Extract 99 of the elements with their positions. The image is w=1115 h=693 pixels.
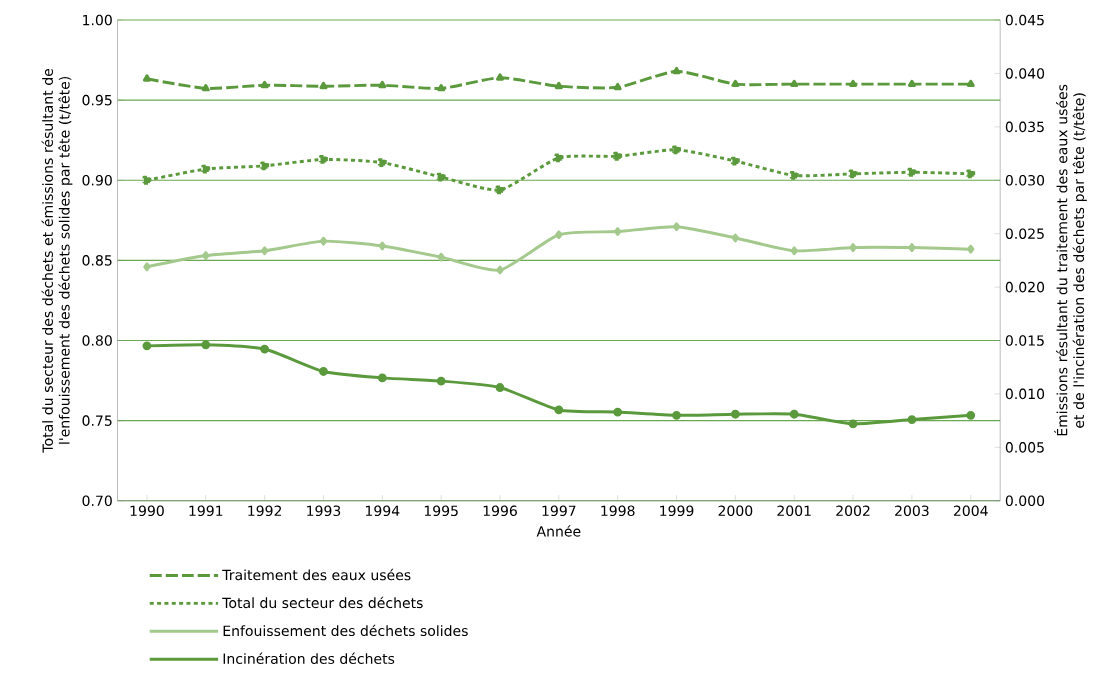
- y-tick-label: 0.90: [82, 174, 112, 186]
- point: [260, 344, 270, 354]
- point: [496, 265, 504, 275]
- point: [437, 83, 446, 92]
- point: [613, 407, 623, 417]
- x-tick-label: 1991: [189, 505, 223, 517]
- point: [966, 169, 976, 179]
- y2-tick-label: 0.015: [1005, 335, 1044, 346]
- x-tick-label: 1999: [660, 505, 694, 517]
- point: [789, 409, 799, 419]
- point: [319, 367, 328, 376]
- point: [319, 155, 328, 164]
- point: [790, 246, 798, 256]
- y-tick-label: 0.80: [82, 335, 112, 346]
- x-tick-label: 1998: [601, 505, 635, 517]
- x-tick-label: 1997: [542, 505, 576, 517]
- x-tick-label: 2003: [895, 505, 929, 517]
- point: [260, 246, 269, 256]
- point: [260, 80, 269, 89]
- point: [554, 81, 563, 90]
- point: [378, 80, 387, 89]
- point: [143, 262, 151, 272]
- x-tick-label: 1990: [130, 505, 164, 517]
- y-tick-label: 0.95: [82, 94, 112, 106]
- point: [907, 79, 916, 88]
- point: [260, 161, 270, 171]
- legend-label: Total du secteur des déchets: [222, 596, 423, 609]
- point: [142, 74, 151, 82]
- point: [731, 233, 740, 243]
- point: [495, 383, 505, 392]
- point: [201, 164, 211, 174]
- y-axis-title: Total du secteur des déchets et émissions résultant de l'enfouissement des déchets solides par tête (t/tête): [41, 68, 73, 453]
- y2-tick-label: 0.025: [1005, 228, 1044, 239]
- x-tick-label: 2001: [777, 505, 811, 517]
- point: [319, 236, 328, 246]
- point: [613, 82, 622, 91]
- y2-tick-label: 0.020: [1005, 281, 1045, 293]
- point: [672, 222, 681, 232]
- point: [908, 243, 916, 252]
- x-tick-label: 1996: [483, 505, 517, 517]
- point: [849, 79, 858, 88]
- point: [848, 169, 858, 179]
- y2-tick-label: 0.040: [1005, 68, 1045, 79]
- point: [436, 376, 446, 386]
- point: [377, 158, 387, 168]
- point: [966, 79, 975, 88]
- y2-tick-label: 0.000: [1005, 495, 1045, 507]
- y-tick-label: 0.70: [82, 495, 112, 507]
- legend-label: Enfouissement des déchets solides: [223, 624, 468, 637]
- point: [672, 410, 681, 420]
- y2-tick-label: 0.045: [1005, 14, 1044, 26]
- point: [555, 230, 563, 240]
- point: [672, 145, 681, 155]
- legend-label: Traitement des eaux usées: [222, 568, 411, 581]
- point: [730, 156, 740, 166]
- point: [554, 153, 564, 163]
- x-tick-label: 1994: [365, 505, 400, 517]
- x-tick-label: 2000: [718, 505, 753, 517]
- point: [201, 83, 210, 92]
- x-tick-label: 1993: [307, 505, 341, 517]
- point: [495, 185, 505, 195]
- point: [730, 409, 740, 419]
- point: [967, 244, 975, 254]
- x-tick-label: 2002: [836, 505, 870, 517]
- point: [849, 243, 857, 252]
- x-axis-title: Année: [536, 525, 581, 537]
- point: [142, 175, 152, 185]
- point: [201, 340, 211, 350]
- legend-label: Incinération des déchets: [223, 652, 395, 664]
- point: [907, 167, 917, 177]
- point: [437, 252, 445, 262]
- point: [672, 66, 681, 75]
- point: [966, 410, 976, 420]
- y2-axis-title: Émissions résultant du traitement des eaux usées et de l'incinération des déchets par tête (t/tête): [1054, 84, 1087, 436]
- y2-tick-label: 0.035: [1005, 121, 1044, 133]
- point: [613, 151, 623, 161]
- point: [377, 373, 387, 383]
- y2-tick-label: 0.005: [1005, 442, 1044, 453]
- x-tick-label: 2004: [953, 505, 988, 517]
- point: [907, 415, 917, 424]
- x-tick-label: 1992: [248, 505, 282, 517]
- point: [495, 73, 505, 81]
- point: [554, 405, 564, 415]
- point: [731, 79, 740, 88]
- y2-tick-label: 0.010: [1005, 388, 1045, 400]
- point: [614, 227, 622, 236]
- y-tick-label: 0.85: [82, 255, 112, 266]
- y2-tick-label: 0.030: [1005, 174, 1045, 186]
- point: [319, 81, 328, 90]
- y-tick-label: 0.75: [82, 415, 112, 426]
- point: [848, 419, 858, 429]
- point: [789, 171, 799, 180]
- point: [202, 251, 210, 260]
- point: [142, 341, 152, 351]
- x-tick-label: 1995: [424, 505, 458, 517]
- point: [378, 241, 386, 251]
- point: [436, 172, 446, 182]
- y-tick-label: 1.00: [83, 14, 112, 26]
- point: [790, 79, 799, 88]
